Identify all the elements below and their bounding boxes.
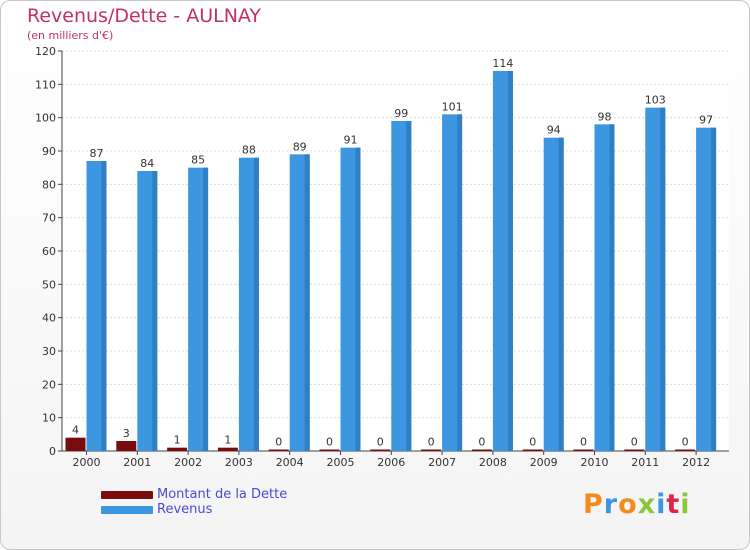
bar-debt <box>268 449 289 451</box>
bar-revenue-shade <box>660 107 666 452</box>
data-label-revenue: 103 <box>645 94 666 107</box>
y-tick-label: 60 <box>42 245 56 258</box>
bar-debt <box>370 449 391 451</box>
data-label-debt: 3 <box>123 427 130 440</box>
data-label-debt: 0 <box>529 436 536 449</box>
data-label-debt: 0 <box>428 436 435 449</box>
y-tick-label: 80 <box>42 178 56 191</box>
data-label-revenue: 85 <box>191 154 205 167</box>
data-label-revenue: 87 <box>90 147 104 160</box>
x-tick-label: 2002 <box>174 456 202 469</box>
logo-letter: x <box>637 489 657 520</box>
bar-revenue-shade <box>507 71 513 451</box>
y-tick-label: 40 <box>42 312 56 325</box>
bar-revenue-shade <box>457 114 463 451</box>
data-label-debt: 0 <box>377 436 384 449</box>
y-tick-label: 30 <box>42 345 56 358</box>
bar-debt <box>65 437 86 451</box>
x-tick-label: 2008 <box>479 456 507 469</box>
legend-swatch-revenue <box>101 505 153 514</box>
logo-letter: r <box>603 489 619 520</box>
x-tick-label: 2004 <box>276 456 304 469</box>
x-tick-label: 2012 <box>682 456 710 469</box>
x-tick-label: 2010 <box>581 456 609 469</box>
bar-debt <box>421 449 442 451</box>
y-tick-label: 110 <box>35 78 56 91</box>
y-tick-label: 70 <box>42 212 56 225</box>
logo-letter: i <box>680 489 691 520</box>
data-label-debt: 1 <box>224 434 231 447</box>
data-label-debt: 1 <box>174 434 181 447</box>
data-label-revenue: 99 <box>394 107 408 120</box>
data-label-debt: 0 <box>326 436 333 449</box>
bar-revenue-shade <box>609 124 615 451</box>
x-tick-label: 2005 <box>327 456 355 469</box>
bar-debt <box>217 447 238 451</box>
data-label-debt: 0 <box>682 436 689 449</box>
bar-debt <box>675 449 696 451</box>
bar-debt <box>319 449 340 451</box>
y-tick-label: 120 <box>35 45 56 58</box>
x-tick-label: 2009 <box>530 456 558 469</box>
bar-revenue-shade <box>304 154 310 452</box>
data-label-revenue: 114 <box>492 57 513 70</box>
legend: Montant de la Dette Revenus <box>101 487 287 517</box>
data-label-revenue: 101 <box>442 100 463 113</box>
data-label-revenue: 94 <box>547 124 561 137</box>
logo-letter: t <box>666 489 681 520</box>
x-tick-label: 2011 <box>631 456 659 469</box>
bar-revenue-shade <box>711 127 717 452</box>
data-label-debt: 0 <box>478 436 485 449</box>
y-tick-label: 0 <box>49 445 56 458</box>
y-tick-label: 20 <box>42 378 56 391</box>
bar-debt <box>522 449 543 451</box>
legend-label-debt: Montant de la Dette <box>157 487 288 502</box>
data-label-debt: 0 <box>275 436 282 449</box>
data-label-revenue: 88 <box>242 144 256 157</box>
legend-label-revenue: Revenus <box>157 502 213 517</box>
bar-debt <box>573 449 594 451</box>
data-label-revenue: 98 <box>598 110 612 123</box>
chart-title: Revenus/Dette - AULNAY <box>27 5 262 27</box>
bar-revenue-shade <box>355 147 361 451</box>
y-tick-label: 100 <box>35 112 56 125</box>
bar-debt <box>167 447 188 451</box>
bar-revenue-shade <box>558 137 564 451</box>
legend-item-debt: Montant de la Dette <box>101 487 287 502</box>
bar-debt <box>624 449 645 451</box>
x-tick-label: 2001 <box>123 456 151 469</box>
data-label-revenue: 84 <box>140 157 154 170</box>
legend-swatch-debt <box>101 490 153 499</box>
bar-revenue-shade <box>406 121 412 451</box>
y-tick-label: 50 <box>42 278 56 291</box>
x-tick-label: 2003 <box>225 456 253 469</box>
data-label-debt: 4 <box>72 424 79 437</box>
x-tick-label: 2007 <box>428 456 456 469</box>
y-tick-label: 10 <box>42 412 56 425</box>
proxiti-logo: Proxiti <box>583 489 691 520</box>
data-label-revenue: 91 <box>344 134 358 147</box>
bar-revenue-shade <box>101 161 107 451</box>
logo-letter: o <box>618 489 638 520</box>
x-tick-label: 2006 <box>377 456 405 469</box>
y-tick-label: 90 <box>42 145 56 158</box>
bar-revenue-shade <box>253 157 259 451</box>
bar-revenue-shade <box>203 167 209 451</box>
chart-subtitle: (en milliers d'€) <box>27 29 114 42</box>
legend-item-revenue: Revenus <box>101 502 287 517</box>
data-label-debt: 0 <box>631 436 638 449</box>
logo-letter: i <box>656 489 667 520</box>
x-tick-label: 2000 <box>73 456 101 469</box>
data-label-revenue: 89 <box>293 140 307 153</box>
data-label-revenue: 97 <box>699 114 713 127</box>
logo-letter: P <box>583 489 604 520</box>
data-label-debt: 0 <box>580 436 587 449</box>
bar-debt <box>116 441 137 451</box>
bar-revenue-shade <box>152 171 158 451</box>
bar-debt <box>471 449 492 451</box>
